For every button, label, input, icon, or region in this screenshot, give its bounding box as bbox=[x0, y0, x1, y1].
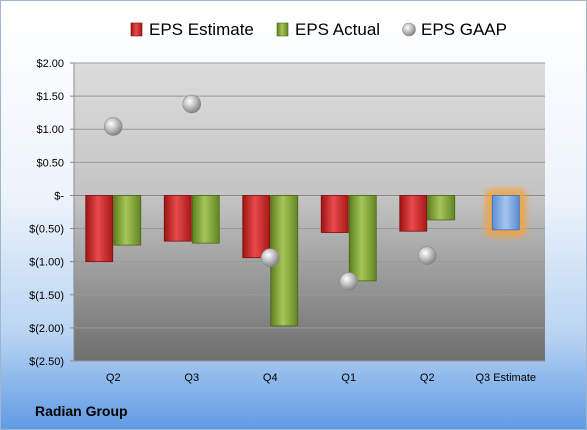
legend-label: EPS GAAP bbox=[421, 20, 507, 39]
gaap-point bbox=[417, 246, 437, 266]
y-tick-label: $- bbox=[54, 190, 64, 202]
gaap-points bbox=[103, 94, 437, 291]
y-axis: $2.00 $1.50 $1.00 $0.50 $- $(0.50) $(1.00) $(1.… bbox=[29, 58, 75, 368]
bar-eps-actual bbox=[191, 195, 220, 244]
y-tick-label: $0.50 bbox=[36, 157, 64, 169]
x-tick-label: Q3 bbox=[184, 372, 199, 384]
bar-eps-actual bbox=[427, 195, 456, 221]
x-tick-label: Q2 bbox=[420, 372, 435, 384]
bar-eps-estimate bbox=[242, 195, 271, 259]
x-tick-label: Q1 bbox=[341, 372, 356, 384]
bar-eps-estimate bbox=[163, 195, 192, 242]
y-tick-label: $2.00 bbox=[36, 58, 64, 70]
y-tick-label: $(0.50) bbox=[29, 224, 64, 236]
bar-eps-actual bbox=[113, 195, 142, 246]
company-name: Radian Group bbox=[35, 403, 128, 419]
gaap-point bbox=[103, 117, 123, 136]
legend-label: EPS Estimate bbox=[149, 20, 254, 39]
gridlines bbox=[74, 62, 545, 362]
gaap-point bbox=[339, 272, 359, 291]
y-tick-label: $1.00 bbox=[36, 124, 64, 136]
legend-swatch bbox=[402, 22, 416, 37]
y-tick-label: $(1.50) bbox=[29, 290, 64, 302]
legend-swatch bbox=[276, 22, 289, 37]
gaap-point bbox=[182, 94, 202, 114]
legend: EPS Estimate EPS Actual EPS GAAP bbox=[130, 20, 507, 39]
gaap-point bbox=[260, 248, 280, 267]
x-axis: Q2 Q3 Q4 Q1 Q2 Q3 Estimate bbox=[106, 372, 536, 384]
x-tick-label: Q2 bbox=[106, 372, 121, 384]
plot-area bbox=[74, 63, 545, 361]
bar-eps-estimate bbox=[320, 195, 349, 233]
bars bbox=[85, 188, 527, 327]
bar-eps-estimate bbox=[85, 195, 114, 263]
bar-eps-actual bbox=[348, 195, 377, 282]
legend-label: EPS Actual bbox=[295, 20, 380, 39]
y-tick-label: $(2.50) bbox=[29, 356, 64, 368]
legend-swatch bbox=[130, 22, 143, 37]
bar-eps-estimate bbox=[491, 195, 520, 231]
y-tick-label: $1.50 bbox=[36, 91, 64, 103]
x-tick-label: Q3 Estimate bbox=[475, 372, 536, 384]
y-tick-label: $(2.00) bbox=[29, 323, 64, 335]
x-tick-label: Q4 bbox=[263, 372, 278, 384]
bar-eps-estimate bbox=[399, 195, 428, 232]
y-tick-label: $(1.00) bbox=[29, 257, 64, 269]
